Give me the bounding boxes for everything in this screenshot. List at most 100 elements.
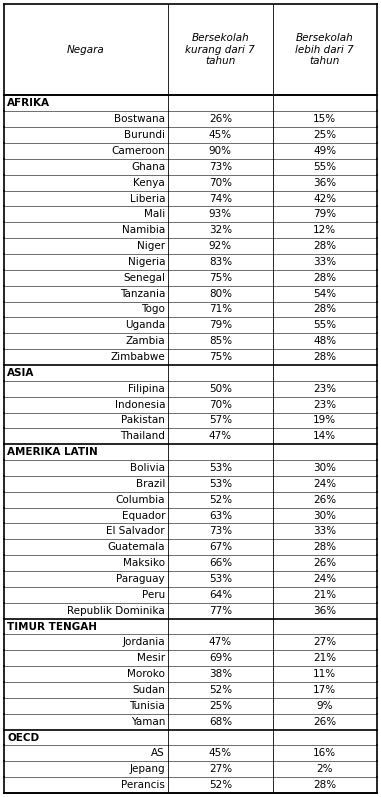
Text: Negara: Negara [67, 45, 105, 55]
Text: 68%: 68% [209, 717, 232, 727]
Text: AS: AS [151, 748, 165, 759]
Text: 32%: 32% [209, 226, 232, 235]
Text: Filipina: Filipina [128, 383, 165, 394]
Text: 28%: 28% [313, 542, 336, 552]
Text: 12%: 12% [313, 226, 336, 235]
Text: 49%: 49% [313, 146, 336, 156]
Text: 57%: 57% [209, 415, 232, 426]
Text: 26%: 26% [209, 114, 232, 124]
Text: 23%: 23% [313, 383, 336, 394]
Text: 15%: 15% [313, 114, 336, 124]
Text: 28%: 28% [313, 352, 336, 362]
Text: 52%: 52% [209, 685, 232, 695]
Text: 38%: 38% [209, 669, 232, 679]
Text: Togo: Togo [141, 304, 165, 315]
Text: Thailand: Thailand [120, 431, 165, 442]
Text: Liberia: Liberia [130, 194, 165, 203]
Text: AFRIKA: AFRIKA [7, 98, 50, 108]
Text: AMERIKA LATIN: AMERIKA LATIN [7, 447, 98, 457]
Text: 28%: 28% [313, 241, 336, 251]
Text: TIMUR TENGAH: TIMUR TENGAH [7, 622, 97, 631]
Text: 77%: 77% [209, 606, 232, 616]
Text: 73%: 73% [209, 162, 232, 172]
Text: 28%: 28% [313, 780, 336, 790]
Text: 93%: 93% [209, 210, 232, 219]
Text: 25%: 25% [313, 130, 336, 140]
Text: 27%: 27% [313, 638, 336, 647]
Text: Bostwana: Bostwana [114, 114, 165, 124]
Text: 79%: 79% [209, 320, 232, 330]
Text: 23%: 23% [313, 399, 336, 410]
Text: 25%: 25% [209, 701, 232, 711]
Text: Moroko: Moroko [127, 669, 165, 679]
Text: 74%: 74% [209, 194, 232, 203]
Text: 52%: 52% [209, 780, 232, 790]
Text: Mali: Mali [144, 210, 165, 219]
Text: 33%: 33% [313, 257, 336, 267]
Text: 70%: 70% [209, 178, 232, 187]
Text: El Salvador: El Salvador [107, 527, 165, 536]
Text: 63%: 63% [209, 511, 232, 520]
Text: 52%: 52% [209, 495, 232, 505]
Text: Mesir: Mesir [137, 654, 165, 663]
Text: Maksiko: Maksiko [123, 558, 165, 568]
Text: 85%: 85% [209, 336, 232, 346]
Text: 9%: 9% [317, 701, 333, 711]
Text: 79%: 79% [313, 210, 336, 219]
Text: Zambia: Zambia [125, 336, 165, 346]
Text: 26%: 26% [313, 558, 336, 568]
Text: Pakistan: Pakistan [121, 415, 165, 426]
Text: 30%: 30% [313, 511, 336, 520]
Text: Yaman: Yaman [131, 717, 165, 727]
Text: Tanzania: Tanzania [120, 289, 165, 299]
Text: 92%: 92% [209, 241, 232, 251]
Text: Brazil: Brazil [136, 479, 165, 489]
Text: 69%: 69% [209, 654, 232, 663]
Text: 71%: 71% [209, 304, 232, 315]
Text: Columbia: Columbia [115, 495, 165, 505]
Text: Republik Dominika: Republik Dominika [67, 606, 165, 616]
Text: 28%: 28% [313, 273, 336, 283]
Text: 33%: 33% [313, 527, 336, 536]
Text: 55%: 55% [313, 162, 336, 172]
Text: 36%: 36% [313, 606, 336, 616]
Text: 16%: 16% [313, 748, 336, 759]
Text: 83%: 83% [209, 257, 232, 267]
Text: 64%: 64% [209, 590, 232, 600]
Text: 21%: 21% [313, 590, 336, 600]
Text: 53%: 53% [209, 463, 232, 473]
Text: Peru: Peru [142, 590, 165, 600]
Text: Niger: Niger [137, 241, 165, 251]
Text: 14%: 14% [313, 431, 336, 442]
Text: Jordania: Jordania [123, 638, 165, 647]
Text: 17%: 17% [313, 685, 336, 695]
Text: 24%: 24% [313, 574, 336, 584]
Text: 11%: 11% [313, 669, 336, 679]
Text: 48%: 48% [313, 336, 336, 346]
Text: 45%: 45% [209, 130, 232, 140]
Text: Nigeria: Nigeria [128, 257, 165, 267]
Text: 30%: 30% [313, 463, 336, 473]
Text: 75%: 75% [209, 273, 232, 283]
Text: 21%: 21% [313, 654, 336, 663]
Text: 55%: 55% [313, 320, 336, 330]
Text: Namibia: Namibia [122, 226, 165, 235]
Text: 42%: 42% [313, 194, 336, 203]
Text: 26%: 26% [313, 495, 336, 505]
Text: Uganda: Uganda [125, 320, 165, 330]
Text: 47%: 47% [209, 638, 232, 647]
Text: Cameroon: Cameroon [111, 146, 165, 156]
Text: 53%: 53% [209, 574, 232, 584]
Text: 19%: 19% [313, 415, 336, 426]
Text: Jepang: Jepang [130, 764, 165, 774]
Text: 36%: 36% [313, 178, 336, 187]
Text: 2%: 2% [317, 764, 333, 774]
Text: Indonesia: Indonesia [115, 399, 165, 410]
Text: ASIA: ASIA [7, 368, 34, 378]
Text: Bersekolah
kurang dari 7
tahun: Bersekolah kurang dari 7 tahun [186, 33, 255, 66]
Text: Burundi: Burundi [124, 130, 165, 140]
Text: Zimbabwe: Zimbabwe [110, 352, 165, 362]
Text: 24%: 24% [313, 479, 336, 489]
Text: Guatemala: Guatemala [107, 542, 165, 552]
Text: 66%: 66% [209, 558, 232, 568]
